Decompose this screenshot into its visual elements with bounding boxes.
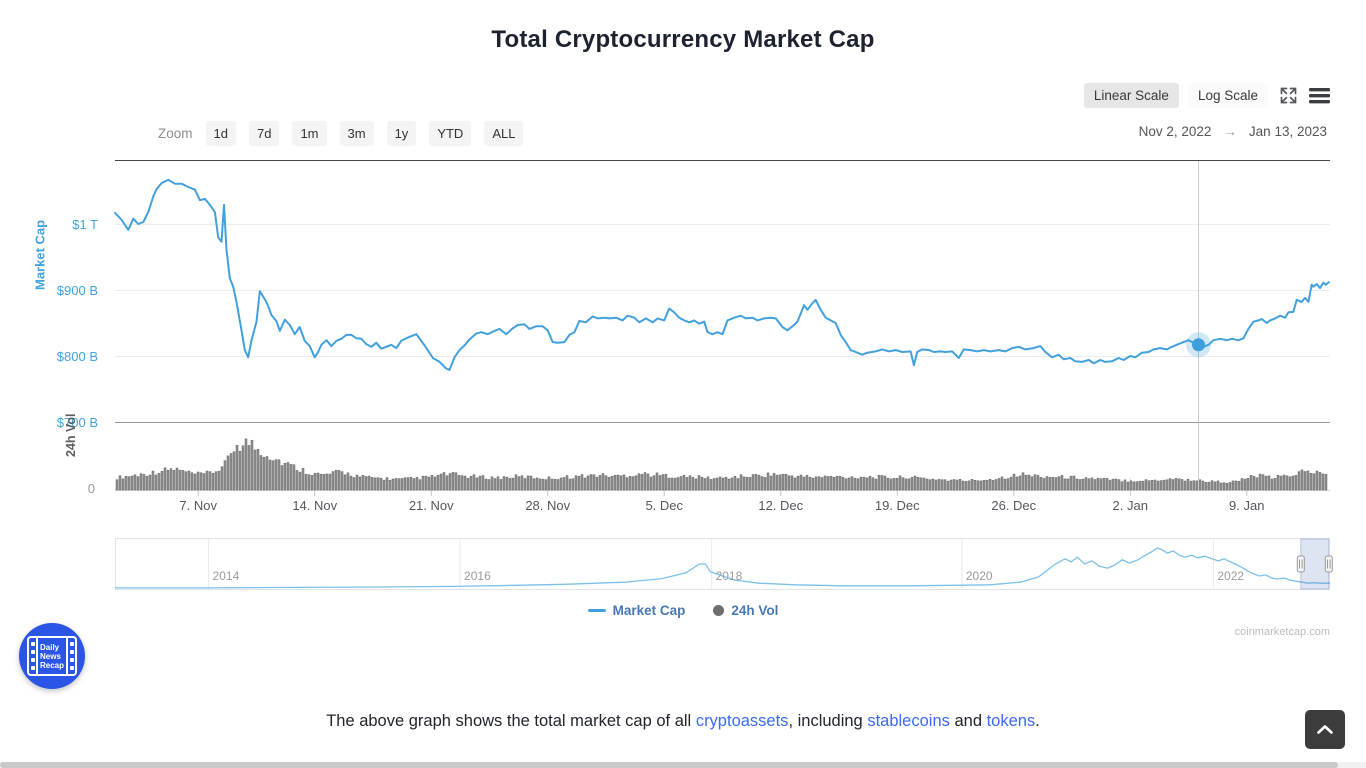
watermark: coinmarketcap.com — [1234, 626, 1330, 638]
y-tick-800b: $800 B — [56, 349, 98, 364]
description-text: and — [949, 711, 987, 730]
navigator-year-label: 2016 — [464, 569, 491, 583]
daily-news-recap-badge[interactable]: Daily News Recap — [19, 623, 85, 689]
date-from-input[interactable]: Nov 2, 2022 — [1138, 124, 1212, 139]
x-tick-label: 28. Nov — [525, 498, 571, 513]
legend-item-24h-vol[interactable]: 24h Vol — [713, 603, 778, 618]
navigator-handle-right[interactable] — [1324, 555, 1333, 573]
zoom-button-3m[interactable]: 3m — [339, 121, 374, 146]
scale-toggle: Linear Scale Log Scale — [1083, 83, 1330, 108]
x-tick-label: 14. Nov — [292, 498, 338, 513]
zoom-button-1m[interactable]: 1m — [292, 121, 327, 146]
filmstrip-holes-left — [29, 638, 36, 674]
tokens-link[interactable]: tokens — [986, 711, 1036, 730]
navigator-selected-range[interactable] — [1300, 538, 1330, 590]
horizontal-scrollbar[interactable] — [0, 762, 1366, 768]
volume-dot-swatch — [713, 605, 725, 616]
filmstrip-icon: Daily News Recap — [27, 636, 77, 676]
x-tick-label: 21. Nov — [408, 498, 454, 513]
marketcap-line-swatch — [587, 609, 606, 612]
zoom-presets: Zoom 1d 7d 1m 3m 1y YTD ALL — [158, 121, 524, 146]
x-tick-label: 26. Dec — [991, 498, 1037, 513]
horizontal-scrollbar-thumb[interactable] — [0, 762, 1338, 768]
menu-icon[interactable] — [1308, 86, 1330, 106]
zoom-button-1y[interactable]: 1y — [386, 121, 417, 146]
scroll-to-top-button[interactable] — [1305, 710, 1345, 749]
zoom-button-7d[interactable]: 7d — [248, 121, 280, 146]
y-tick-700b: $700 B — [56, 415, 98, 430]
legend-item-market-cap[interactable]: Market Cap — [587, 603, 686, 618]
chart-description: The above graph shows the total market c… — [0, 712, 1366, 731]
vol-tick-zero: 0 — [87, 481, 95, 496]
x-tick-label: 2. Jan — [1112, 498, 1148, 513]
marketcap-line-series[interactable] — [114, 178, 1330, 371]
description-text: , including — [788, 711, 868, 730]
navigator-year-label: 2020 — [965, 569, 993, 583]
x-tick-label: 19. Dec — [874, 498, 920, 513]
x-tick-label: 5. Dec — [645, 498, 684, 513]
hover-marker-point[interactable] — [1192, 338, 1205, 352]
zoom-button-1d[interactable]: 1d — [205, 121, 236, 146]
x-tick-label: 12. Dec — [758, 498, 804, 513]
navigator-handle-left[interactable] — [1296, 555, 1305, 573]
legend-label: 24h Vol — [731, 603, 779, 618]
description-text: The above graph shows the total market c… — [326, 711, 696, 730]
x-tick-label: 9. Jan — [1229, 498, 1265, 513]
filmstrip-holes-right — [68, 638, 75, 674]
y-tick-1t: $1 T — [72, 217, 98, 232]
date-range: Nov 2, 2022 → Jan 13, 2023 — [1139, 124, 1327, 139]
stablecoins-link[interactable]: stablecoins — [867, 711, 950, 730]
zoom-button-ytd[interactable]: YTD — [429, 121, 472, 146]
badge-text-line: News — [40, 651, 61, 661]
log-scale-button[interactable]: Log Scale — [1187, 83, 1268, 108]
date-range-arrow: → — [1223, 124, 1237, 139]
badge-text-line: Daily — [40, 642, 60, 652]
x-tick-label: 7. Nov — [179, 498, 217, 513]
navigator-year-label: 2014 — [212, 569, 240, 583]
volume-series[interactable] — [115, 438, 1328, 491]
badge-text-line: Recap — [40, 660, 65, 670]
fullscreen-icon[interactable] — [1277, 86, 1299, 106]
zoom-label: Zoom — [158, 126, 193, 141]
y-tick-900b: $900 B — [56, 283, 98, 298]
navigator-gridlines — [208, 539, 1214, 589]
linear-scale-button[interactable]: Linear Scale — [1083, 83, 1179, 108]
zoom-button-all[interactable]: ALL — [484, 121, 524, 146]
legend-label: Market Cap — [612, 603, 686, 618]
navigator-series — [115, 547, 1330, 589]
chevron-up-icon — [1317, 725, 1333, 734]
navigator-selection[interactable] — [1296, 538, 1333, 590]
navigator-year-label: 2022 — [1217, 569, 1245, 583]
date-to-input[interactable]: Jan 13, 2023 — [1248, 124, 1327, 139]
navigator-year-label: 2018 — [715, 569, 743, 583]
legend: Market Cap 24h Vol — [0, 603, 1366, 618]
description-text: . — [1035, 711, 1040, 730]
cryptoassets-link[interactable]: cryptoassets — [695, 711, 789, 730]
page-title: Total Cryptocurrency Market Cap — [491, 26, 875, 54]
